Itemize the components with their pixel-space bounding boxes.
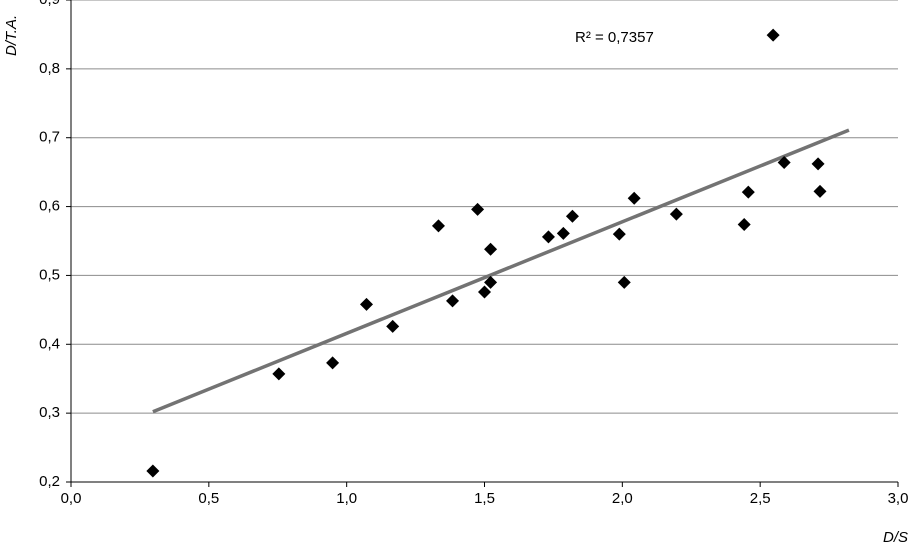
point xyxy=(811,157,825,171)
x-axis-title: D/S xyxy=(883,529,908,546)
x-tick-label: 0,5 xyxy=(198,490,219,507)
point xyxy=(612,227,626,241)
point xyxy=(669,207,683,221)
point xyxy=(777,156,791,170)
y-tick-label: 0,8 xyxy=(39,60,60,77)
y-tick-label: 0,5 xyxy=(39,266,60,283)
x-tick-label: 3,0 xyxy=(888,490,909,507)
y-axis-title: D/T.A. xyxy=(3,15,20,56)
point xyxy=(360,297,374,311)
point xyxy=(478,285,491,299)
point xyxy=(471,202,485,216)
y-tick-label: 0,6 xyxy=(39,198,60,215)
y-tick-label: 0,3 xyxy=(39,404,60,421)
point xyxy=(272,367,286,381)
y-tick-label: 0,4 xyxy=(39,335,60,352)
r-squared: R² = 0,7357 xyxy=(575,29,654,46)
x-tick-label: 0,0 xyxy=(61,490,82,507)
x-tick-label: 2,5 xyxy=(750,490,771,507)
point xyxy=(484,242,498,256)
point xyxy=(146,464,160,478)
x-tick-label: 1,0 xyxy=(336,490,357,507)
point xyxy=(766,28,780,42)
point xyxy=(556,226,570,240)
point xyxy=(741,185,755,199)
point xyxy=(627,191,641,205)
point xyxy=(431,219,445,233)
point xyxy=(326,356,340,370)
point xyxy=(813,184,827,198)
y-tick-label: 0,9 xyxy=(39,0,60,8)
point xyxy=(737,217,751,231)
point xyxy=(446,294,460,308)
point xyxy=(565,209,579,223)
x-tick-label: 2,0 xyxy=(612,490,633,507)
y-tick-label: 0,2 xyxy=(39,473,60,490)
y-tick-label: 0,7 xyxy=(39,129,60,146)
point xyxy=(484,275,498,289)
point xyxy=(541,230,555,244)
trendline xyxy=(152,128,850,414)
x-tick-label: 1,5 xyxy=(474,490,495,507)
point xyxy=(617,275,631,289)
point xyxy=(386,319,400,333)
